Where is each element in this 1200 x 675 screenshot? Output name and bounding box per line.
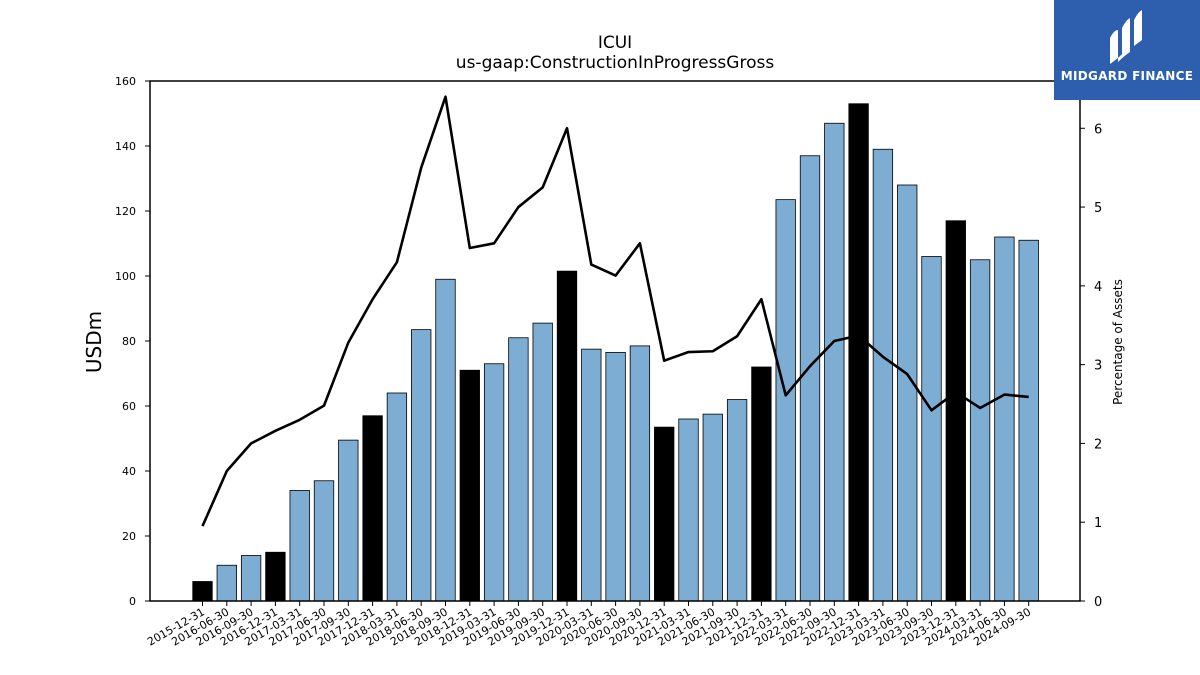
y-axis-label: USDm <box>82 311 106 373</box>
bar <box>945 220 966 602</box>
bar <box>969 259 991 602</box>
bar <box>994 236 1015 602</box>
plot-area: 02040608010012014016001234562015-12-3120… <box>115 75 1102 649</box>
bar <box>556 270 578 602</box>
y2-tick-label: 2 <box>1094 437 1102 452</box>
chart-title: ICUI <box>598 33 632 53</box>
bar <box>824 122 845 602</box>
y2-tick-label: 0 <box>1094 595 1102 610</box>
bar <box>799 155 821 602</box>
y-tick-label: 60 <box>122 400 136 413</box>
bar <box>483 363 505 602</box>
bar <box>605 351 626 602</box>
bar <box>775 199 796 602</box>
y-tick-label: 0 <box>129 595 136 608</box>
y-tick-label: 160 <box>115 75 136 88</box>
bar <box>289 490 310 602</box>
bar <box>508 337 529 602</box>
bar <box>216 564 237 602</box>
bar <box>581 348 602 602</box>
y2-tick-label: 6 <box>1094 122 1102 137</box>
bar <box>702 413 723 602</box>
y-tick-label: 100 <box>115 270 136 283</box>
bar <box>435 278 456 602</box>
bar <box>192 581 213 602</box>
bar <box>921 256 942 602</box>
series-line <box>201 95 1029 527</box>
bar <box>411 329 432 602</box>
bar <box>1018 239 1039 602</box>
bar <box>240 555 262 602</box>
bar <box>872 148 894 602</box>
bar <box>386 392 408 602</box>
bar <box>897 184 918 602</box>
bar <box>848 103 869 602</box>
y2-tick-label: 1 <box>1094 516 1102 531</box>
y2-axis-label: Percentage of Assets <box>1111 279 1125 405</box>
y2-tick-label: 3 <box>1094 359 1102 374</box>
chart-subtitle: us-gaap:ConstructionInProgressGross <box>456 53 775 73</box>
bar <box>654 426 675 602</box>
y2-tick-label: 5 <box>1094 201 1102 216</box>
bar <box>726 399 748 602</box>
bar <box>459 369 480 602</box>
bar <box>629 345 651 602</box>
logo-text: MIDGARD FINANCE <box>1060 69 1194 83</box>
y-tick-label: 40 <box>122 465 136 478</box>
bar <box>678 418 699 602</box>
bar <box>313 480 335 602</box>
logo-mark-icon <box>1110 10 1142 64</box>
bar <box>362 415 383 602</box>
bar <box>265 551 286 602</box>
bar <box>338 439 359 602</box>
y-tick-label: 80 <box>122 335 136 348</box>
bar <box>532 322 553 602</box>
y-tick-label: 140 <box>115 140 136 153</box>
y-tick-label: 120 <box>115 205 136 218</box>
brand-logo: MIDGARD FINANCE <box>1054 0 1200 100</box>
bar <box>751 366 772 602</box>
y-tick-label: 20 <box>122 530 136 543</box>
y2-tick-label: 4 <box>1094 280 1102 295</box>
